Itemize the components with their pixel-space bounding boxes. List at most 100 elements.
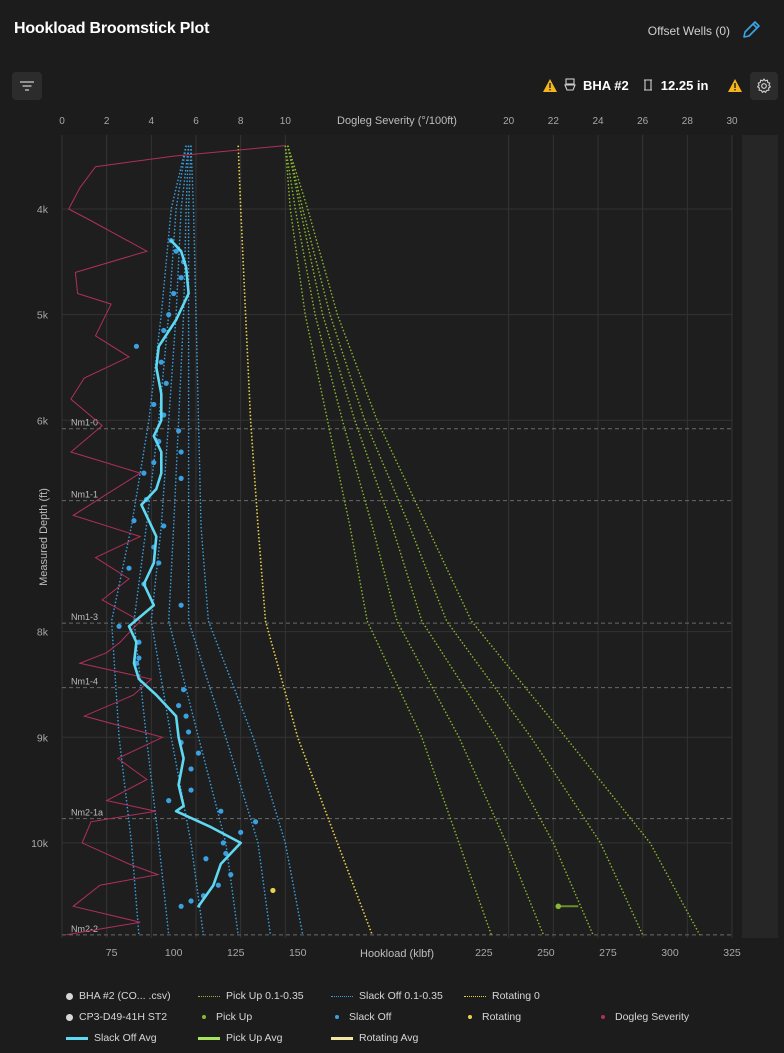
slack-off-point <box>171 290 177 297</box>
slack-off-point <box>203 856 209 862</box>
legend-label: Rotating 0 <box>492 990 540 1002</box>
top-tick-label: 10 <box>280 116 292 127</box>
legend-swatch <box>601 1015 605 1019</box>
warning-icon <box>543 78 557 92</box>
slack-off-model-line <box>187 145 272 935</box>
slack-off-point <box>218 808 224 814</box>
slack-off-point <box>178 475 184 481</box>
legend-label: BHA #2 (CO... .csv) <box>79 990 171 1002</box>
bha-label: BHA #2 <box>583 77 629 93</box>
slack-off-point <box>176 428 182 434</box>
legend-swatch <box>202 1015 206 1019</box>
legend-swatch <box>66 1013 73 1021</box>
x-axis-title: Hookload (klbf) <box>360 948 434 960</box>
legend-swatch <box>198 1036 220 1040</box>
slack-off-point <box>151 544 157 550</box>
slack-off-model-line <box>168 145 239 935</box>
slack-off-point <box>143 496 149 503</box>
slack-off-point <box>183 713 189 719</box>
plot-area <box>62 135 732 938</box>
top-tick-label: 0 <box>59 116 65 127</box>
slack-off-point <box>156 560 162 566</box>
slack-off-point <box>133 660 140 666</box>
slack-off-point <box>161 523 167 529</box>
legend-item[interactable]: Slack Off <box>331 1011 391 1023</box>
slack-off-point <box>158 359 164 365</box>
legend-swatch <box>331 1036 353 1040</box>
legend-item[interactable]: Pick Up <box>198 1011 252 1023</box>
y-tick-label: 6k <box>37 415 49 427</box>
slack-off-point <box>168 238 174 244</box>
slack-off-point <box>173 248 179 254</box>
page-title: Hookload Broomstick Plot <box>14 20 210 37</box>
legend-item[interactable]: BHA #2 (CO... .csv) <box>66 990 171 1002</box>
pick-up-model-line <box>284 145 545 936</box>
pick-up-model-line <box>287 145 594 936</box>
top-axis-title: Dogleg Severity (°/100ft) <box>337 115 457 127</box>
legend-item[interactable]: Rotating <box>464 1011 521 1023</box>
legend-item[interactable]: Dogleg Severity <box>597 1011 689 1023</box>
gear-icon <box>757 78 771 93</box>
formation-label: Nm1-3 <box>71 612 98 622</box>
top-tick-label: 28 <box>682 116 694 127</box>
y-tick-label: 5k <box>37 310 49 322</box>
slack-off-point <box>126 565 132 571</box>
legend-item[interactable]: Slack Off Avg <box>66 1032 157 1044</box>
slack-off-point <box>166 798 172 804</box>
top-tick-label: 26 <box>637 116 649 127</box>
offset-wells-label[interactable]: Offset Wells (0) <box>647 24 730 38</box>
legend-item[interactable]: Slack Off 0.1-0.35 <box>331 990 443 1002</box>
legend-swatch <box>335 1015 339 1019</box>
slack-off-point <box>180 687 187 693</box>
y-axis-title: Measured Depth (ft) <box>38 488 50 586</box>
slack-off-model-line <box>110 145 187 935</box>
y-tick-label: 9k <box>37 732 49 744</box>
right-scroll-track <box>742 135 778 938</box>
slack-off-point <box>178 275 184 281</box>
slack-off-point <box>141 581 147 587</box>
formation-label: Nm1-1 <box>71 490 98 500</box>
top-tick-label: 20 <box>503 116 515 127</box>
slack-off-point <box>136 639 142 645</box>
pick-up-point <box>555 903 562 910</box>
legend-label: Rotating <box>482 1011 522 1023</box>
slack-off-point <box>238 829 244 835</box>
slack-off-model-line <box>190 145 304 935</box>
legend-label: Slack Off Avg <box>94 1032 157 1044</box>
legend-label: Dogleg Severity <box>615 1011 690 1023</box>
slack-off-point <box>163 380 169 386</box>
legend-swatch <box>66 1036 88 1040</box>
slack-off-point <box>141 470 147 476</box>
x-tick-label: 275 <box>599 947 617 959</box>
legend-swatch <box>464 995 486 997</box>
legend-item[interactable]: Rotating Avg <box>331 1032 418 1044</box>
legend-item[interactable]: Rotating 0 <box>464 990 540 1002</box>
legend-label: CP3-D49-41H ST2 <box>79 1011 168 1023</box>
slack-off-point <box>178 449 184 455</box>
slack-off-point <box>185 729 192 735</box>
legend-label: Pick Up Avg <box>226 1032 283 1044</box>
dogleg-severity-line <box>66 145 286 936</box>
slack-off-point <box>166 312 172 318</box>
slack-off-point <box>180 259 187 265</box>
legend-item[interactable]: Pick Up 0.1-0.35 <box>198 990 304 1002</box>
slack-off-point <box>188 787 194 793</box>
slack-off-point <box>178 602 184 608</box>
formation-label: Nm2-2 <box>71 924 98 934</box>
edit-pencil-icon[interactable] <box>740 19 762 41</box>
legend-label: Slack Off 0.1-0.35 <box>359 990 443 1002</box>
legend-item[interactable]: CP3-D49-41H ST2 <box>66 1011 167 1023</box>
top-tick-label: 8 <box>238 116 244 127</box>
settings-button[interactable] <box>750 72 778 100</box>
slack-off-point <box>215 882 221 888</box>
formation-label: Nm1-0 <box>71 418 98 428</box>
bha-indicator: BHA #2 12.25 in <box>543 76 743 94</box>
x-tick-label: 75 <box>106 947 118 959</box>
y-tick-label: 10k <box>31 838 49 850</box>
top-tick-label: 30 <box>726 116 738 127</box>
legend-item[interactable]: Pick Up Avg <box>198 1032 282 1044</box>
filter-button[interactable] <box>12 72 42 100</box>
top-tick-label: 4 <box>149 116 155 127</box>
legend-label: Rotating Avg <box>359 1032 419 1044</box>
